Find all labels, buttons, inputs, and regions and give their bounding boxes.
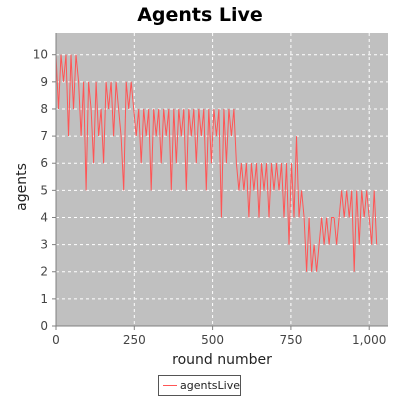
y-tick-label: 0 bbox=[40, 319, 48, 333]
y-tick-label: 9 bbox=[40, 75, 48, 89]
y-tick-label: 4 bbox=[40, 210, 48, 224]
y-tick-label: 6 bbox=[40, 156, 48, 170]
x-tick-label: 500 bbox=[201, 333, 224, 347]
legend: agentsLive bbox=[158, 375, 241, 396]
y-tick-label: 2 bbox=[40, 265, 48, 279]
x-tick-label: 750 bbox=[279, 333, 302, 347]
series-layer bbox=[55, 54, 378, 272]
y-tick-label: 5 bbox=[40, 183, 48, 197]
y-tick-label: 10 bbox=[33, 48, 48, 62]
axis-layer: 0 1 2 3 4 5 6 7 8 9 10 0 250 500 750 1,000 bbox=[33, 33, 388, 347]
y-tick-label: 3 bbox=[40, 238, 48, 252]
x-tick-label: 250 bbox=[123, 333, 146, 347]
legend-swatch-agentslive bbox=[163, 385, 177, 386]
y-tick-label: 1 bbox=[40, 292, 48, 306]
legend-label-agentslive: agentsLive bbox=[180, 379, 240, 392]
x-axis-title: round number bbox=[172, 352, 272, 368]
y-tick-label: 8 bbox=[40, 102, 48, 116]
x-tick-label: 1,000 bbox=[352, 333, 386, 347]
x-tick-label: 0 bbox=[52, 333, 60, 347]
y-tick-label: 7 bbox=[40, 129, 48, 143]
y-axis-title: agents bbox=[14, 163, 30, 211]
chart-title: Agents Live bbox=[137, 4, 263, 26]
series-line-agentslive bbox=[55, 54, 378, 272]
